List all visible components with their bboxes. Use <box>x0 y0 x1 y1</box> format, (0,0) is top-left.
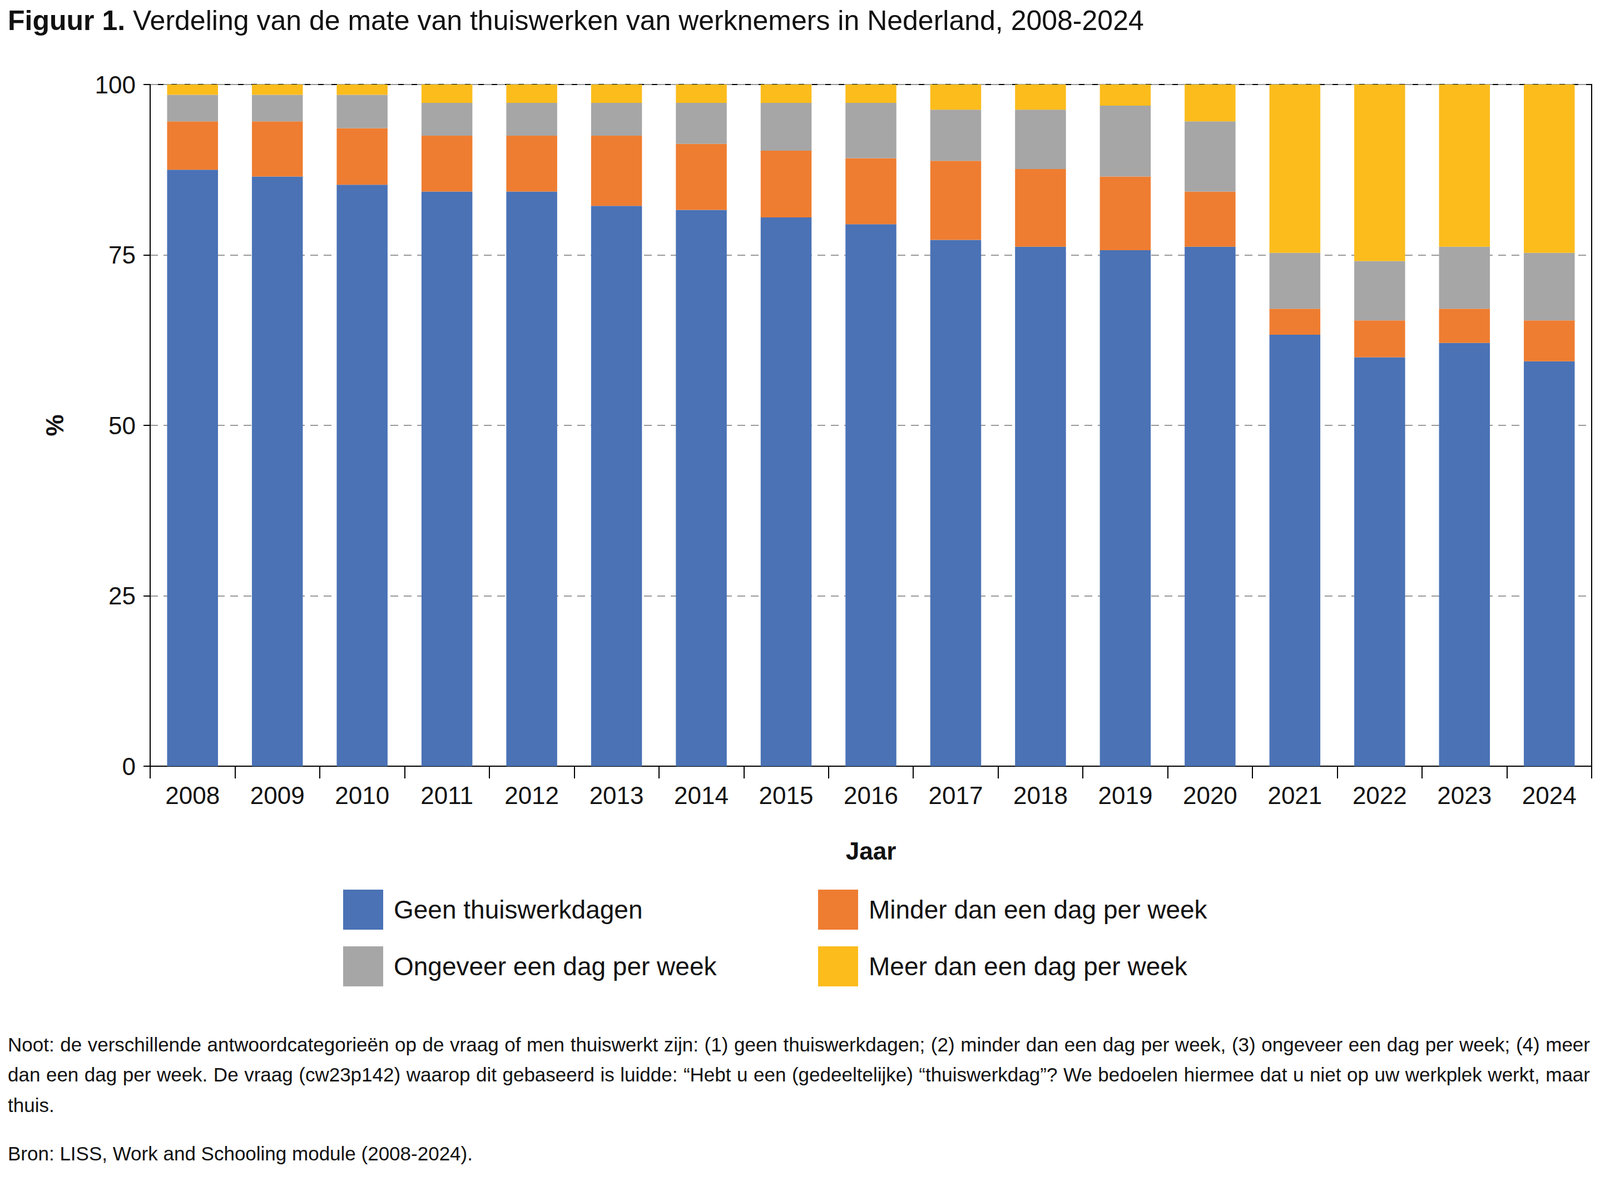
svg-text:2019: 2019 <box>1097 781 1153 810</box>
svg-text:2022: 2022 <box>1352 781 1408 810</box>
html-text:Figuur 1. Verdeling van de mat: Figuur 1. Verdeling van de mate van thui… <box>7 5 1144 37</box>
svg-text:2015: 2015 <box>759 781 814 810</box>
svg-text:Meer dan een dag per week: Meer dan een dag per week <box>868 952 1188 982</box>
svg-text:2020: 2020 <box>1182 781 1238 810</box>
svg-text:50: 50 <box>108 412 136 440</box>
svg-text:2013: 2013 <box>589 781 645 810</box>
svg-text:2008: 2008 <box>165 781 220 810</box>
svg-text:2017: 2017 <box>928 781 984 810</box>
svg-text:25: 25 <box>108 582 136 610</box>
html-text:Noot: de verschillende antwoor: Noot: de verschillende antwoordcategorie… <box>7 1033 1590 1116</box>
svg-text:2021: 2021 <box>1267 781 1322 810</box>
svg-text:%: % <box>41 414 69 437</box>
svg-text:2016: 2016 <box>843 781 899 810</box>
svg-text:2014: 2014 <box>674 781 729 810</box>
svg-text:2024: 2024 <box>1522 781 1577 810</box>
svg-text:100: 100 <box>95 71 136 99</box>
svg-text:Geen thuiswerkdagen: Geen thuiswerkdagen <box>393 895 643 925</box>
svg-text:2023: 2023 <box>1437 781 1492 810</box>
html-text:Bron: LISS, Work and Schooling: Bron: LISS, Work and Schooling module (2… <box>7 1142 473 1165</box>
svg-text:2010: 2010 <box>334 781 390 810</box>
svg-text:75: 75 <box>108 241 136 269</box>
svg-text:Ongeveer een dag per week: Ongeveer een dag per week <box>393 952 718 982</box>
svg-text:2018: 2018 <box>1013 781 1068 810</box>
svg-text:2011: 2011 <box>420 781 474 810</box>
svg-text:0: 0 <box>122 753 136 781</box>
svg-text:2009: 2009 <box>250 781 305 810</box>
svg-text:Minder dan een dag per week: Minder dan een dag per week <box>868 895 1208 925</box>
svg-text:2012: 2012 <box>504 781 559 810</box>
svg-text:Jaar: Jaar <box>845 837 897 865</box>
